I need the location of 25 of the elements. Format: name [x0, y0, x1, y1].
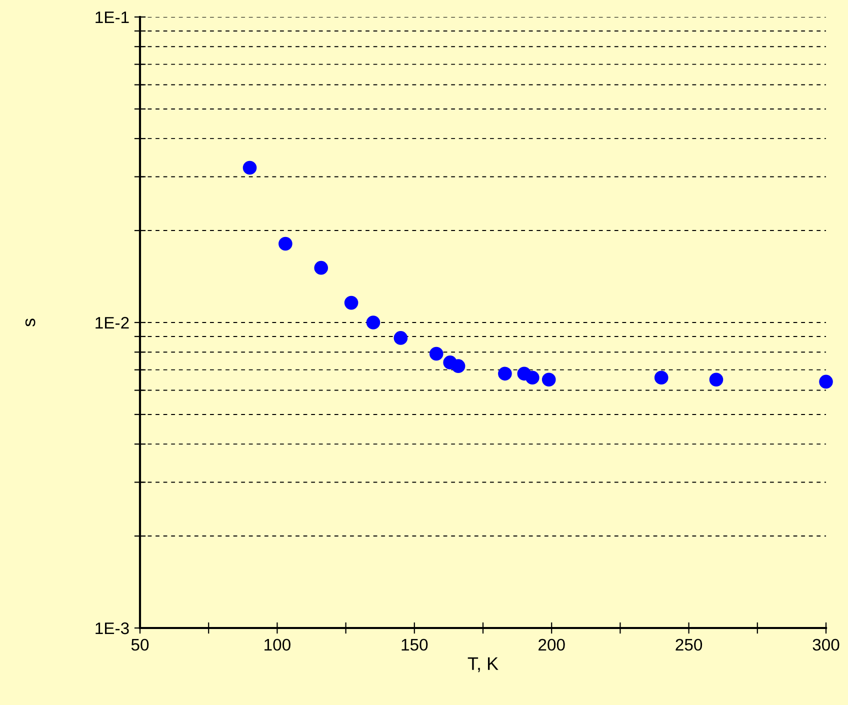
- y-tick-label: 1E-3: [96, 622, 129, 634]
- x-tick-label: 150: [402, 638, 428, 651]
- point: [344, 296, 358, 310]
- x-axis-title: T, K: [468, 657, 498, 672]
- x-tick-label: 50: [131, 638, 149, 651]
- y-tick-label: 1E-1: [96, 12, 129, 24]
- point: [498, 366, 512, 381]
- point: [394, 331, 408, 345]
- point: [429, 346, 444, 361]
- point: [654, 370, 668, 385]
- x-tick-label: 200: [538, 638, 565, 651]
- point: [451, 359, 466, 373]
- y-tick-label: 1E-2: [96, 316, 129, 329]
- point: [314, 260, 328, 275]
- point: [542, 372, 556, 387]
- x-tick-label: 250: [676, 638, 702, 651]
- point: [819, 374, 833, 389]
- x-tick-label: 300: [812, 638, 840, 651]
- y-axis-title: s: [25, 318, 36, 327]
- x-tick-label: 100: [264, 638, 290, 651]
- point: [278, 236, 292, 251]
- point: [525, 370, 540, 385]
- point: [242, 160, 257, 175]
- point: [709, 372, 724, 387]
- point: [366, 316, 380, 330]
